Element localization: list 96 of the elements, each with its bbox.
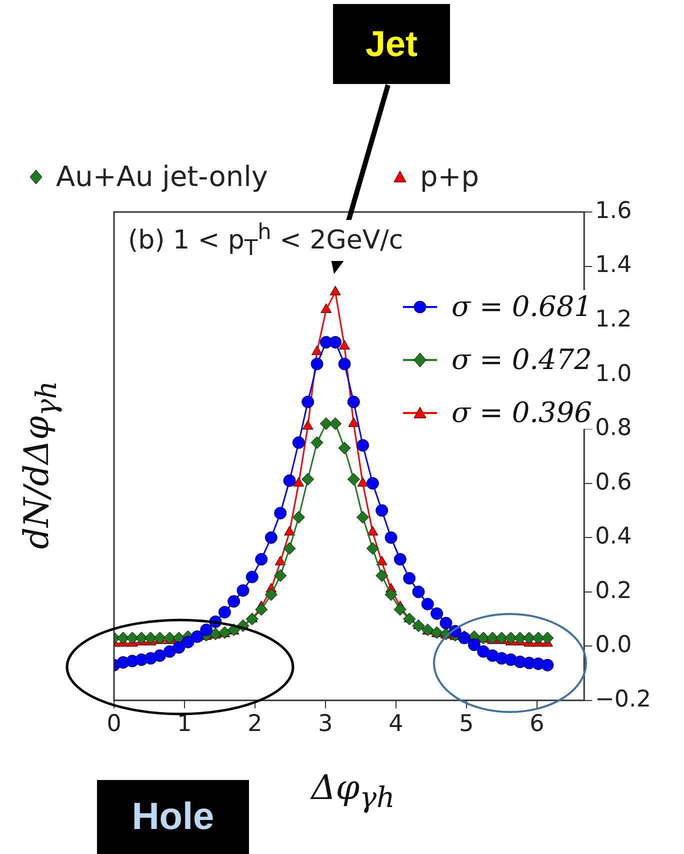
point <box>154 632 166 644</box>
point <box>394 553 406 566</box>
y-tick-label: 0.6 <box>595 469 632 496</box>
point <box>330 286 341 296</box>
point <box>403 572 416 585</box>
y-tick-label: 1.0 <box>595 360 632 387</box>
y-tick-label: 0.8 <box>595 415 632 442</box>
point <box>347 473 360 486</box>
point <box>274 506 287 520</box>
annotation: (b) 1 < p$_{T}$$^{h}$ < 2GeV/c <box>126 220 406 261</box>
point <box>376 504 388 517</box>
point <box>218 606 231 618</box>
point <box>394 603 406 616</box>
point <box>338 358 351 370</box>
point <box>440 616 452 630</box>
text: Hole <box>97 780 249 854</box>
x-tick-label: 4 <box>388 711 404 738</box>
point <box>356 439 370 452</box>
y-tick-label: 1.4 <box>595 252 632 278</box>
y-tick-label: 0.4 <box>595 524 632 550</box>
legend-label: σ = 0.472 <box>451 343 592 376</box>
point <box>366 542 379 555</box>
y-tick-label: −0.2 <box>595 686 652 712</box>
x-tick-label: 6 <box>530 711 544 738</box>
point <box>154 649 166 662</box>
point <box>403 612 416 626</box>
point <box>522 632 536 644</box>
point <box>468 638 480 652</box>
point <box>329 336 342 348</box>
point <box>357 477 368 487</box>
point <box>228 595 240 608</box>
point <box>293 477 304 487</box>
text: Jet <box>333 4 450 84</box>
y-tick-label: 0.0 <box>595 632 632 658</box>
x-tick-label: 3 <box>318 711 333 738</box>
point <box>246 570 258 584</box>
point <box>338 442 351 454</box>
point <box>310 436 324 449</box>
point <box>283 474 296 487</box>
legend-label: σ = 0.681 <box>451 290 592 323</box>
text: p+p <box>420 160 480 193</box>
y-tick-label: 1.6 <box>595 198 632 224</box>
point <box>495 632 508 644</box>
point <box>163 632 176 644</box>
point <box>236 584 250 597</box>
point <box>367 526 378 536</box>
point <box>541 632 554 644</box>
point <box>430 607 444 620</box>
point <box>412 620 425 632</box>
point <box>376 569 388 582</box>
legend-label: σ = 0.396 <box>451 396 592 429</box>
point <box>329 417 342 430</box>
y-tick-label: 0.2 <box>595 578 632 604</box>
point <box>320 303 332 313</box>
point <box>320 417 332 430</box>
point <box>302 473 314 486</box>
point <box>412 586 425 598</box>
point <box>116 632 130 644</box>
point <box>255 553 268 566</box>
point <box>292 511 305 524</box>
point <box>292 436 305 449</box>
point <box>264 531 278 544</box>
x-tick-label: 2 <box>248 711 262 738</box>
point <box>384 588 398 601</box>
point <box>163 645 176 658</box>
point <box>302 420 314 430</box>
x-tick-label: 1 <box>177 711 192 738</box>
x-tick-label: 5 <box>459 711 474 738</box>
point <box>200 624 213 636</box>
point <box>486 632 499 644</box>
point <box>339 340 350 350</box>
point <box>246 612 258 626</box>
point <box>421 598 434 610</box>
point <box>384 531 398 544</box>
point <box>348 417 360 427</box>
point <box>302 396 314 408</box>
point <box>283 542 296 555</box>
x-axis-title: Δφ$_{γh}$ <box>309 768 396 814</box>
point <box>356 511 370 524</box>
y-tick-label: 1.2 <box>595 306 632 332</box>
point <box>144 632 157 644</box>
point <box>264 588 278 601</box>
point <box>284 526 295 536</box>
point <box>541 658 554 672</box>
point <box>172 641 186 654</box>
point <box>310 358 324 370</box>
point <box>376 556 388 566</box>
point <box>182 636 194 648</box>
point <box>274 556 286 566</box>
x-tick-label: 0 <box>106 711 122 738</box>
point <box>274 569 287 582</box>
text: Au+Au jet-only <box>56 160 268 193</box>
point <box>255 603 268 616</box>
point <box>312 345 322 355</box>
point <box>366 477 379 490</box>
point <box>347 396 360 408</box>
